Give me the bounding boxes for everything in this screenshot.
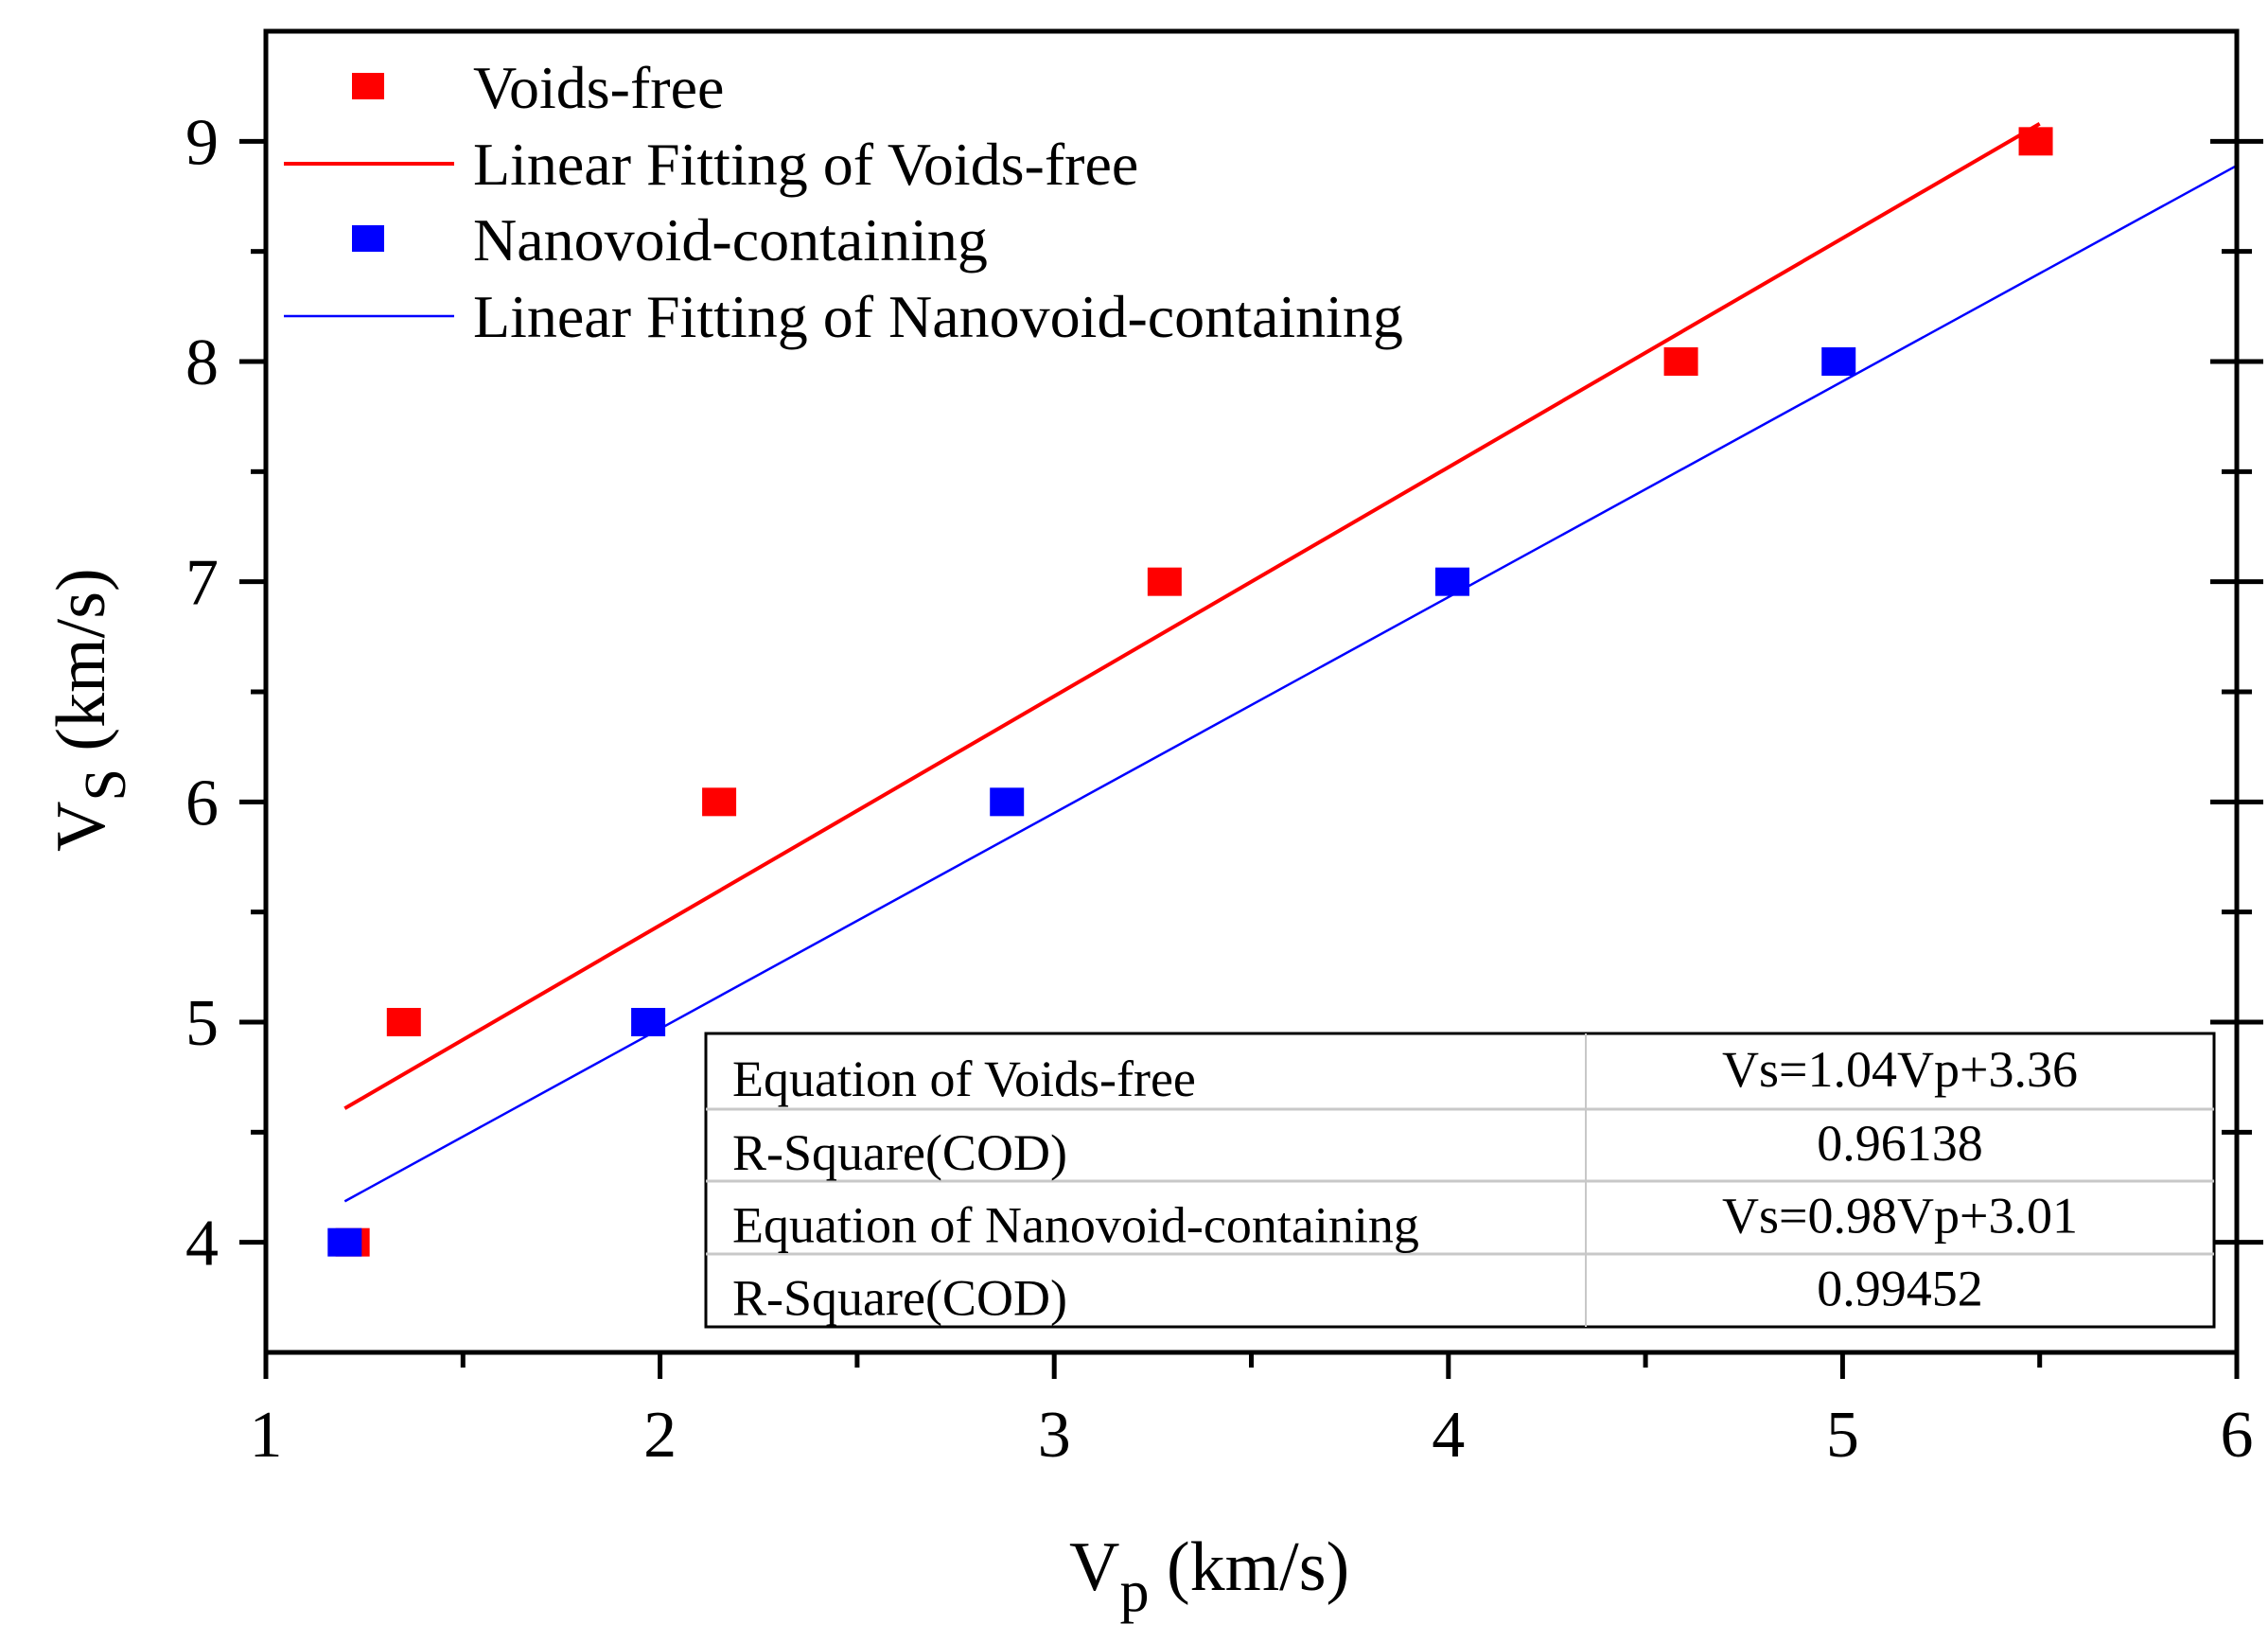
fit-results-table: Equation of Voids-free Vs=1.04Vp+3.36 R-Sq… (704, 1032, 2216, 1329)
y-tick-label: 9 (185, 106, 219, 179)
data-point (631, 1008, 666, 1036)
x-axis-label: Vp (km/s) (1069, 1528, 1349, 1624)
y-axis-label: VS (km/s) (43, 568, 138, 852)
data-point (1821, 347, 1856, 376)
x-tick-label: 2 (643, 1399, 677, 1472)
data-point (327, 1227, 362, 1257)
legend-marker (352, 225, 384, 252)
legend-label: Nanovoid-containing (473, 206, 988, 274)
x-tick-label: 1 (250, 1399, 283, 1472)
data-point (386, 1008, 421, 1036)
x-tick-label: 4 (1432, 1399, 1465, 1472)
x-tick-label: 5 (1826, 1399, 1859, 1472)
table-cell-label: Equation of Voids-free (732, 1051, 1196, 1107)
legend-label: Linear Fitting of Voids-free (473, 131, 1138, 198)
legend-label: Voids-free (473, 54, 724, 121)
table-cell-label: R-Square(COD) (732, 1270, 1067, 1327)
data-point (2018, 127, 2053, 156)
fit-line (343, 121, 2041, 1110)
legend-label: Linear Fitting of Nanovoid-containing (473, 283, 1403, 350)
table-cell-value: 0.96138 (1817, 1115, 1983, 1172)
x-tick-label: 6 (2221, 1399, 2254, 1472)
data-point (1663, 347, 1698, 376)
table-cell-label: R-Square(COD) (732, 1124, 1067, 1181)
table-cell-label: Equation of Nanovoid-containing (732, 1197, 1419, 1254)
y-tick-label: 5 (185, 987, 219, 1060)
legend-marker (352, 73, 384, 99)
table-cell-value: 0.99452 (1817, 1261, 1983, 1317)
y-tick-label: 4 (185, 1208, 219, 1280)
legend: Voids-free Linear Fitting of Voids-free Na… (284, 54, 1403, 350)
data-point (702, 787, 737, 817)
plot-marks (327, 121, 2238, 1257)
data-point (1147, 567, 1182, 596)
table-cell-value: Vs=0.98Vp+3.01 (1722, 1188, 2078, 1245)
y-tick-label: 7 (185, 547, 219, 620)
x-tick-label: 3 (1038, 1399, 1071, 1472)
y-tick-label: 6 (185, 767, 219, 839)
data-point (990, 787, 1025, 817)
table-cell-value: Vs=1.04Vp+3.36 (1722, 1041, 2078, 1098)
y-tick-label: 8 (185, 327, 219, 399)
axis-ticks: 1 2 3 4 5 6 4 5 6 7 8 9 (185, 106, 2263, 1472)
data-point (1434, 567, 1469, 596)
